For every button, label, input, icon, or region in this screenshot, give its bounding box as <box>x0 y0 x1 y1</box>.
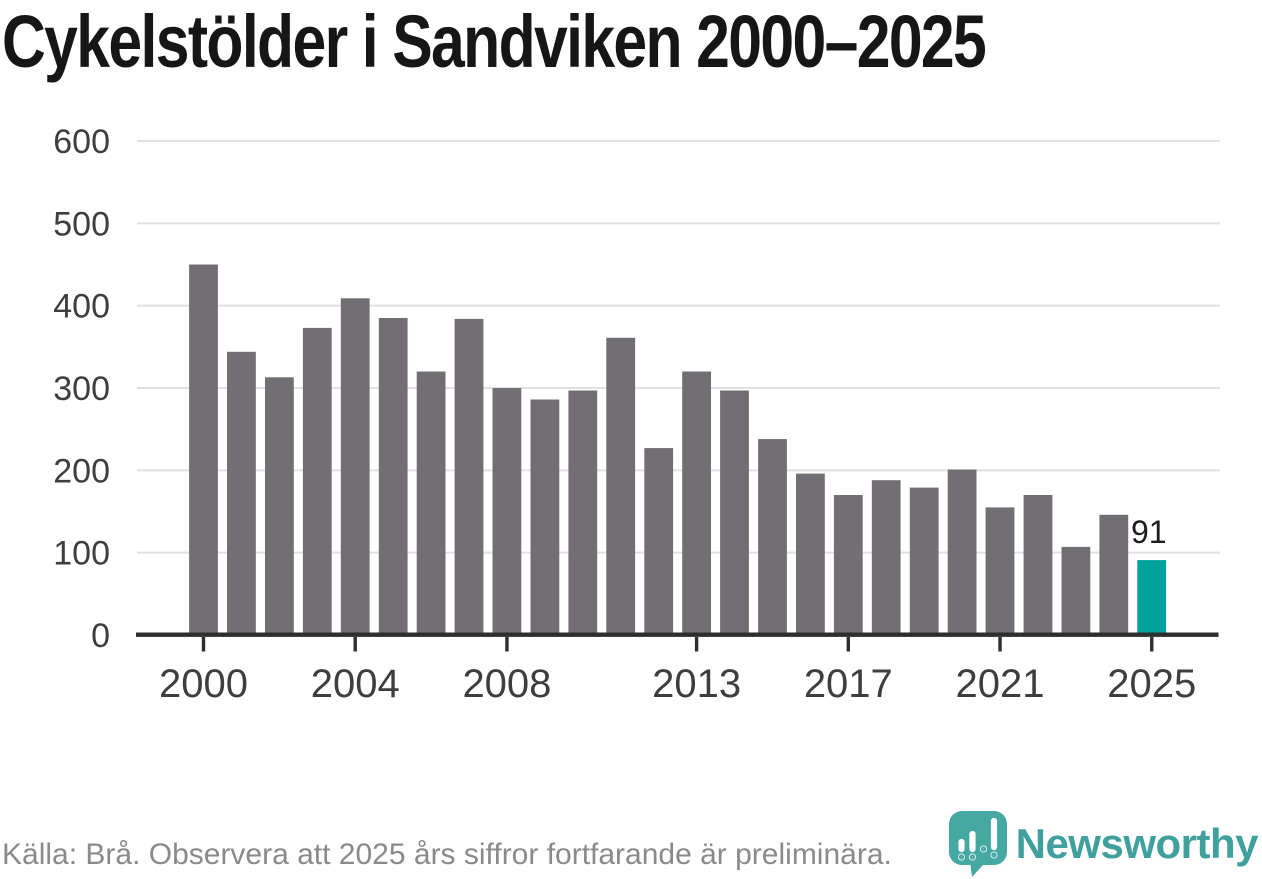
bar-2004 <box>340 298 370 635</box>
x-tick-label-2013: 2013 <box>652 662 741 706</box>
bar-2025 <box>1137 560 1167 635</box>
x-tick-label-2008: 2008 <box>462 662 551 706</box>
logo-bubble-shape <box>948 811 1007 877</box>
x-tick-label-2017: 2017 <box>804 662 893 706</box>
newsworthy-logo-icon <box>948 811 1007 877</box>
y-tick-label-300: 300 <box>53 370 110 408</box>
bar-2001 <box>227 351 256 635</box>
bar-2019 <box>909 487 939 635</box>
x-tick-label-2021: 2021 <box>956 662 1045 706</box>
bar-2007 <box>454 318 484 635</box>
value-label-2025: 91 <box>1131 514 1167 550</box>
logo-dot-4 <box>990 851 998 859</box>
bar-2009 <box>530 399 560 635</box>
bar-2012 <box>644 448 674 635</box>
bar-2017 <box>833 495 863 635</box>
y-tick-label-200: 200 <box>53 452 110 490</box>
x-tick-label-2000: 2000 <box>159 662 248 706</box>
newsworthy-wordmark: Newsworthy <box>1015 819 1259 867</box>
bar-2023 <box>1061 546 1091 635</box>
y-tick-label-0: 0 <box>91 617 110 655</box>
bar-chart: 0 100 200 300 400 500 600 2000 2004 2008 2013 2017 2… <box>53 123 1220 706</box>
bar-2010 <box>568 390 598 635</box>
bar-2020 <box>947 469 977 635</box>
logo-dot-3 <box>979 845 987 853</box>
bar-2002 <box>265 377 294 635</box>
logo-dot-1 <box>957 853 965 861</box>
newsworthy-logo: Newsworthy <box>947 810 1259 877</box>
bar-2000 <box>189 264 218 635</box>
y-tick-label-500: 500 <box>53 205 110 243</box>
bar-2008 <box>492 388 522 635</box>
bar-2003 <box>302 327 332 635</box>
y-tick-label-400: 400 <box>53 288 110 326</box>
logo-dot-2 <box>968 853 976 861</box>
bar-2022 <box>1023 495 1053 635</box>
bar-2005 <box>378 318 408 635</box>
bar-2024 <box>1099 514 1129 635</box>
bar-2016 <box>796 473 825 635</box>
bar-2006 <box>416 371 446 635</box>
bar-2011 <box>606 337 636 635</box>
bar-2015 <box>758 439 787 635</box>
bar-2013 <box>682 371 711 635</box>
x-axis-line <box>136 632 1219 637</box>
chart-title: Cykelstölder i Sandviken 2000–2025 <box>2 0 987 83</box>
x-tick-label-2004: 2004 <box>311 662 400 706</box>
y-tick-label-600: 600 <box>53 123 110 161</box>
bar-2021 <box>985 507 1015 635</box>
bar-2014 <box>720 390 749 635</box>
x-tick-label-2025: 2025 <box>1107 662 1196 706</box>
bar-2018 <box>871 480 901 635</box>
source-note: Källa: Brå. Observera att 2025 års siffr… <box>2 838 892 871</box>
y-tick-label-100: 100 <box>53 535 110 573</box>
